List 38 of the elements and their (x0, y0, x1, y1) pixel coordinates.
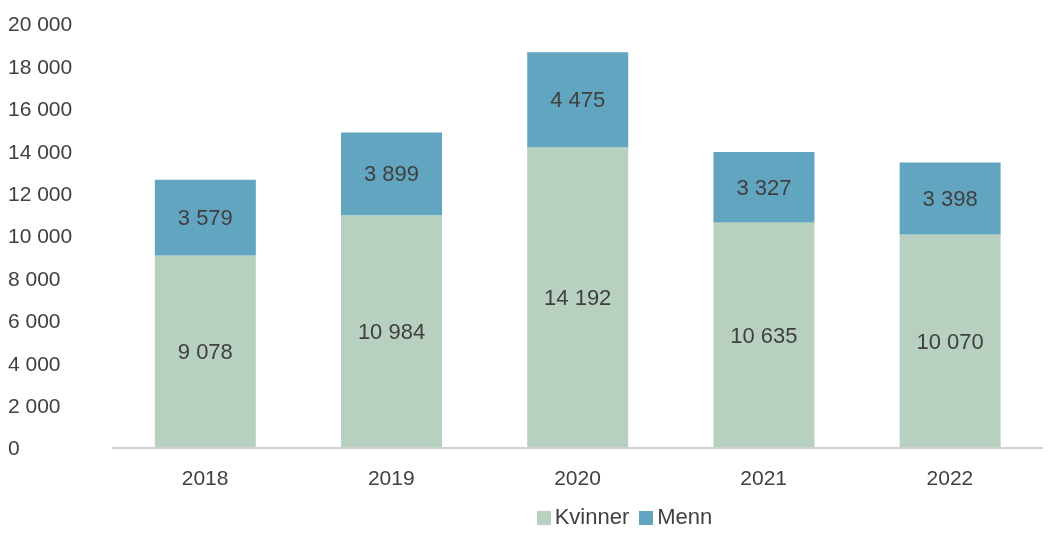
bar (527, 147, 629, 448)
data-label: 10 984 (357, 319, 426, 345)
data-label: 10 635 (730, 322, 798, 348)
bar (341, 215, 443, 448)
y-tick-label: 0 (8, 436, 20, 460)
bar (154, 179, 256, 256)
data-label: 4 475 (550, 87, 606, 113)
x-tick-label: 2019 (367, 465, 415, 489)
data-label: 3 899 (363, 161, 420, 187)
y-tick-label: 10 000 (8, 224, 73, 248)
legend-label: Kvinner (554, 504, 630, 529)
y-tick-label: 2 000 (8, 394, 61, 418)
y-tick-label: 16 000 (8, 97, 73, 121)
bar (154, 255, 256, 448)
legend-label: Menn (657, 504, 713, 529)
bar (899, 162, 1001, 235)
y-tick-label: 4 000 (8, 351, 61, 375)
y-tick-label: 20 000 (8, 12, 73, 36)
data-label: 3 327 (736, 174, 792, 200)
y-tick-label: 14 000 (8, 139, 73, 163)
y-tick-label: 8 000 (8, 266, 61, 290)
y-tick-label: 12 000 (8, 182, 73, 206)
y-tick-label: 6 000 (8, 309, 61, 333)
bar (713, 152, 815, 223)
data-label: 3 398 (922, 186, 978, 211)
x-tick-label: 2022 (926, 465, 974, 489)
x-tick-label: 2021 (740, 465, 788, 489)
data-label: 10 070 (916, 328, 984, 354)
x-tick-label: 2020 (554, 465, 601, 489)
bar (899, 234, 1001, 448)
data-label: 9 078 (177, 339, 233, 365)
data-label: 3 579 (177, 205, 233, 231)
bar (713, 222, 815, 448)
y-tick-label: 18 000 (8, 54, 73, 78)
bar (527, 52, 629, 148)
bar (341, 132, 443, 216)
x-tick-label: 2018 (181, 465, 229, 489)
data-label: 14 192 (544, 285, 612, 311)
